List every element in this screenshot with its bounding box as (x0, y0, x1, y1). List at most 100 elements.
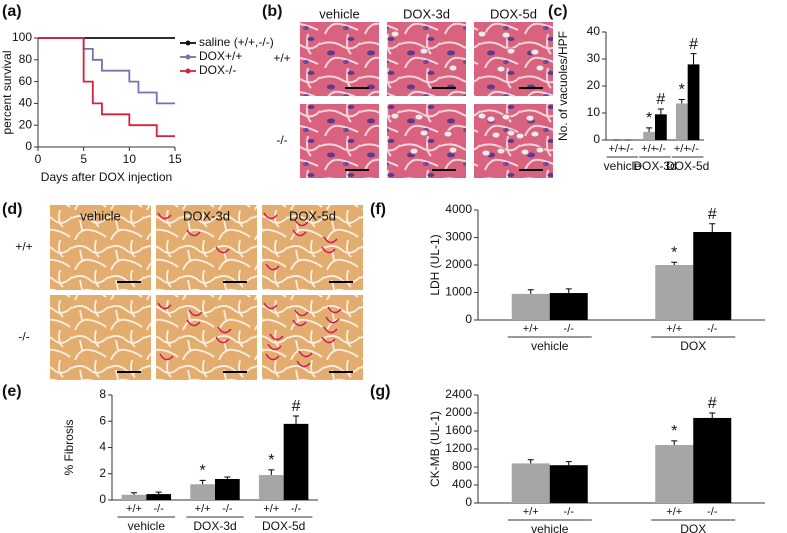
x-tick-label: +/+ (609, 143, 625, 155)
bar (190, 484, 215, 500)
micrograph (50, 295, 151, 380)
vacuole (486, 115, 496, 123)
y-tick-label: 100 (12, 30, 32, 44)
bar (258, 475, 284, 500)
y-tick-label: 10 (587, 105, 601, 119)
x-tick-label: 15 (168, 152, 182, 166)
y-tick-label: 0 (465, 495, 472, 509)
y-tick-label: 4000 (445, 202, 472, 216)
group-label: DOX (680, 339, 706, 353)
micrograph (156, 205, 257, 290)
bar (549, 465, 588, 503)
significance-mark: * (200, 463, 206, 480)
group-label: vehicle (128, 519, 166, 533)
group-label: vehicle (531, 339, 569, 353)
micrograph (50, 205, 151, 290)
y-tick-label: 2000 (445, 405, 472, 419)
vacuole (448, 146, 458, 154)
column-label: DOX-5d (490, 6, 537, 21)
y-tick-label: 20 (19, 117, 33, 131)
y-tick-label: 2400 (445, 387, 472, 401)
collagen (186, 229, 201, 237)
group-label: vehicle (604, 159, 642, 173)
x-tick-label: +/+ (126, 503, 142, 515)
micrograph (300, 104, 379, 178)
error-bar (671, 261, 678, 265)
x-tick-label: -/- (707, 323, 718, 335)
vacuole (419, 47, 429, 55)
y-tick-label: 2 (99, 466, 106, 480)
collagen (323, 236, 338, 244)
y-tick-label: 4 (99, 440, 106, 454)
y-tick-label: 20 (587, 78, 601, 92)
vacuole (443, 130, 453, 138)
vacuole (501, 113, 511, 121)
vacuole (390, 112, 400, 120)
vacuole (448, 64, 458, 72)
collagen (215, 246, 230, 254)
y-tick-label: 800 (452, 459, 472, 473)
vacuole (491, 131, 501, 139)
y-tick-label: 0 (465, 312, 472, 326)
vacuole (481, 149, 491, 157)
y-tick-label: 0 (99, 492, 106, 506)
error-bar (657, 108, 664, 115)
vacuole (535, 64, 545, 72)
collagen (157, 302, 172, 310)
significance-mark: # (689, 36, 698, 53)
vacuole (506, 47, 516, 55)
bar (655, 265, 694, 320)
y-tick-label: 1000 (445, 285, 472, 299)
legend-label: saline (+/+,-/-) (199, 35, 274, 49)
bar (549, 293, 588, 320)
column-label: DOX-3d (183, 208, 230, 223)
error-bar (690, 53, 697, 65)
survival-line (38, 37, 175, 105)
panel-label: (b) (262, 3, 282, 20)
y-tick-label: 2000 (445, 257, 472, 271)
micrograph (262, 205, 363, 290)
column-label: vehicle (319, 6, 359, 21)
x-tick-label: +/+ (523, 506, 539, 518)
significance-mark: # (708, 395, 717, 412)
y-axis-label: No. of vacuoles/HPF (556, 31, 570, 141)
y-axis-label: CK-MB (UL-1) (428, 411, 442, 487)
y-axis-label: LDH (UL-1) (428, 234, 442, 295)
y-tick-label: 1600 (445, 423, 472, 437)
error-bar (565, 288, 572, 294)
collagen (294, 309, 309, 317)
micrograph (474, 22, 553, 96)
collagen (292, 229, 307, 237)
collagen (321, 336, 336, 344)
legend-label: DOX+/+ (199, 49, 242, 63)
collagen (263, 212, 278, 220)
significance-mark: # (292, 398, 301, 415)
bar (511, 463, 550, 503)
y-tick-label: 1200 (445, 441, 472, 455)
panel-label: (e) (2, 383, 22, 400)
vacuole (477, 30, 487, 38)
x-tick-label: 10 (123, 152, 137, 166)
x-axis-label: Days after DOX injection (41, 170, 172, 184)
micrograph (262, 295, 363, 380)
micrograph (387, 22, 466, 96)
bar (655, 444, 694, 503)
collagen (327, 306, 342, 314)
x-tick-label: +/+ (666, 323, 682, 335)
error-bar (527, 459, 534, 464)
group-label: DOX-5d (666, 159, 709, 173)
vacuole (477, 112, 487, 120)
error-bar (130, 492, 137, 495)
panel-label: (f) (370, 201, 386, 218)
significance-mark: * (646, 110, 652, 127)
column-label: DOX-3d (403, 6, 450, 21)
collagen (267, 343, 282, 351)
collagen (321, 246, 336, 254)
significance-mark: * (671, 423, 677, 440)
micrograph (474, 104, 553, 178)
y-tick-label: 80 (19, 52, 33, 66)
collagen (292, 319, 307, 327)
error-bar (678, 99, 685, 104)
error-bar (527, 289, 534, 294)
